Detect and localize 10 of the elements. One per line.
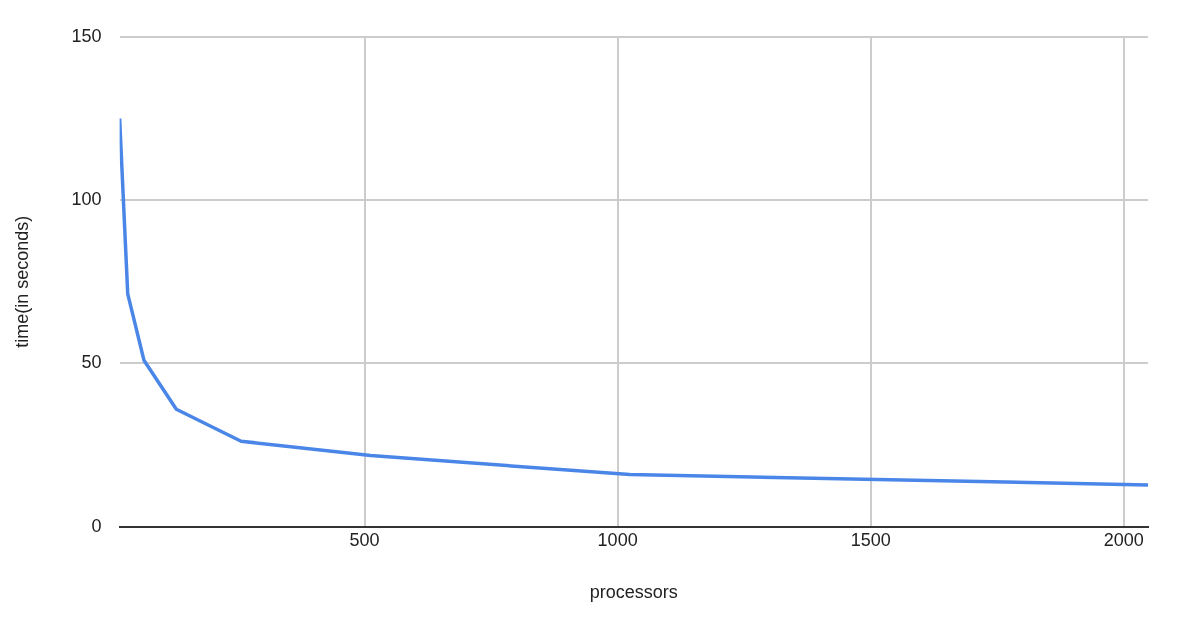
y-tick-label: 0 — [91, 515, 102, 536]
y-axis-title: time(in seconds) — [11, 215, 32, 348]
x-axis-title: processors — [589, 582, 678, 603]
x-tick-label: 1000 — [597, 529, 638, 550]
x-tick-label: 1500 — [850, 529, 891, 550]
x-tick-label: 500 — [349, 529, 380, 550]
x-tick-label: 2000 — [1103, 529, 1144, 550]
y-tick-label: 50 — [81, 352, 102, 373]
y-tick-label: 150 — [71, 25, 102, 46]
y-tick-label: 100 — [71, 189, 102, 210]
